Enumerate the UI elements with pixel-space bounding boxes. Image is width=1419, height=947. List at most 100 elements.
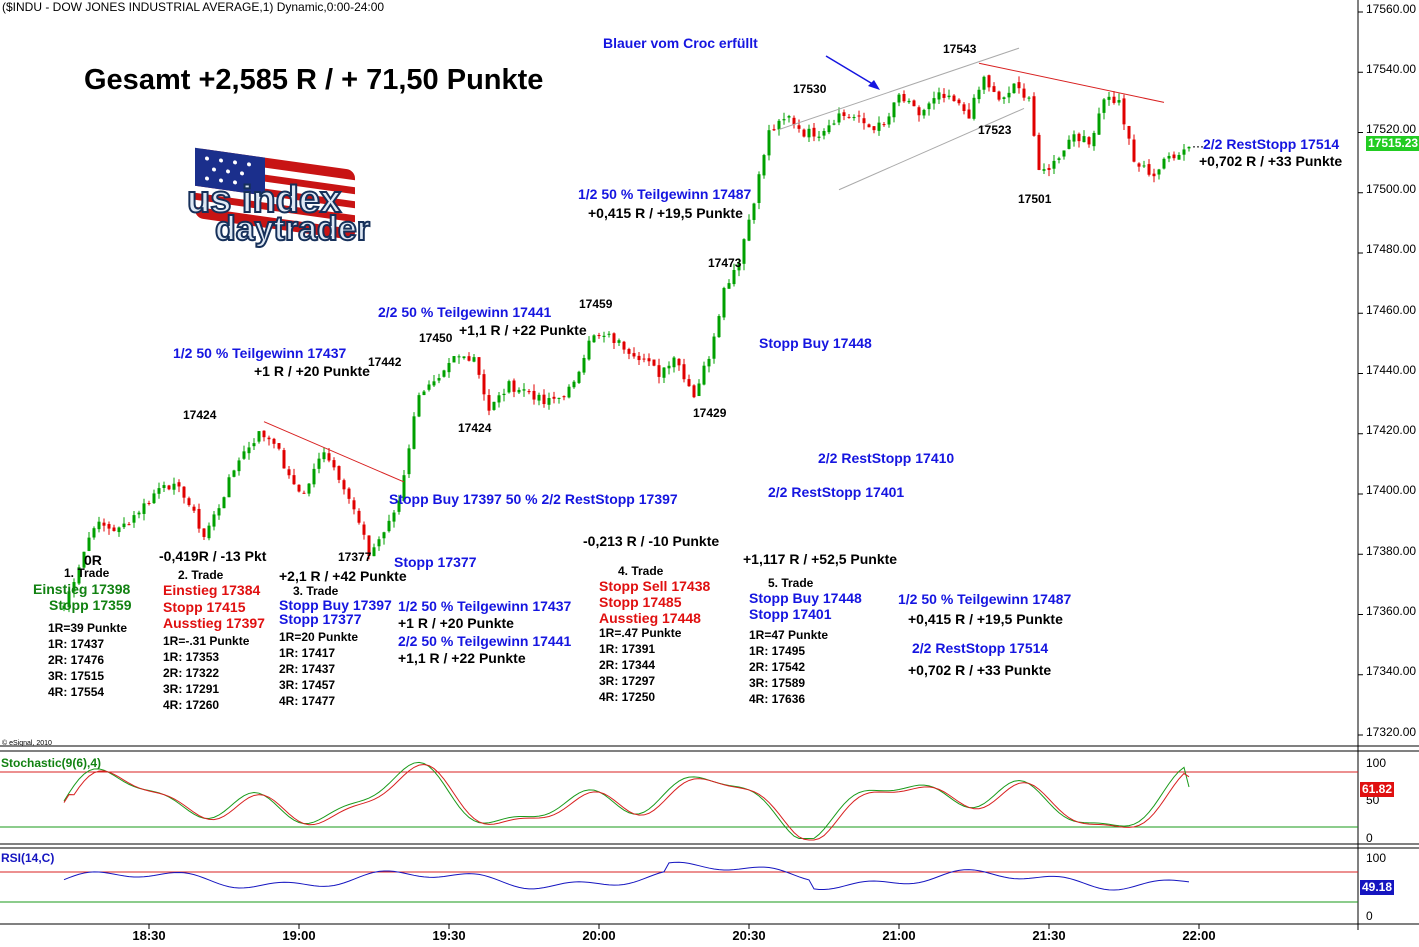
trade4-level: 1R=.47 Punkte	[599, 626, 682, 640]
price-label: 17450	[419, 331, 453, 345]
candle-body	[627, 349, 631, 354]
candle-body	[1102, 99, 1106, 113]
candle-body	[772, 129, 776, 131]
trade2-head: 2. Trade	[178, 568, 224, 582]
candle-body	[882, 124, 886, 126]
rsi-title: RSI(14,C)	[1, 851, 55, 865]
candle-body	[1057, 158, 1061, 160]
candle-body	[127, 524, 131, 526]
x-tick: 20:00	[582, 928, 616, 943]
candle-body	[1117, 100, 1121, 103]
note-t5-result: +0,415 R / +19,5 Punkte	[588, 205, 743, 221]
price-label: 17473	[708, 256, 742, 270]
note-t5-teilgewinn: 1/2 50 % Teilgewinn 17487	[578, 186, 752, 202]
candle-body	[77, 567, 81, 584]
candle-body	[142, 503, 146, 514]
candle-body	[272, 438, 276, 444]
candle-body	[827, 125, 831, 133]
price-label: 17424	[458, 421, 492, 435]
trade2-level: 3R: 17291	[163, 682, 220, 696]
trade3-level: 1R: 17417	[279, 646, 336, 660]
candle-body	[607, 333, 611, 335]
candle-body	[212, 514, 216, 527]
candle-body	[1147, 164, 1151, 175]
candle-body	[297, 484, 301, 492]
candle-body	[777, 120, 781, 130]
candle-body	[307, 483, 311, 494]
candle-body	[537, 394, 541, 401]
candle-body	[1007, 92, 1011, 98]
candle-body	[372, 547, 376, 557]
trade1-head: 1. Trade	[64, 566, 110, 580]
trade5-result: 2/2 RestStopp 17514	[912, 640, 1049, 656]
candle-body	[472, 357, 476, 362]
candle-body	[362, 524, 366, 535]
candle-body	[187, 498, 191, 506]
candle-body	[647, 358, 651, 362]
candle-body	[132, 515, 136, 523]
candle-body	[1112, 96, 1116, 103]
candle-body	[682, 364, 686, 380]
note-result: 0R	[84, 552, 102, 568]
candle-body	[162, 485, 166, 488]
channel-line	[838, 107, 1025, 191]
candle-body	[337, 466, 341, 480]
candle-body	[262, 430, 266, 438]
candle-body	[122, 523, 126, 528]
y-tick: 17520.00	[1366, 122, 1417, 136]
candle-body	[1097, 113, 1101, 135]
candle-body	[982, 76, 986, 90]
candle-body	[797, 125, 801, 129]
candle-body	[1047, 167, 1051, 170]
candle-body	[222, 497, 226, 509]
candle-body	[1167, 155, 1171, 159]
price-label: 17523	[978, 123, 1012, 137]
price-last-tag: 17515.23	[1366, 136, 1419, 151]
candle-body	[557, 397, 561, 399]
logo-line1: us index	[187, 179, 341, 221]
candle-body	[987, 75, 991, 88]
resistance-trendline	[978, 62, 1165, 103]
candle-body	[767, 130, 771, 156]
note-reststopp: 2/2 RestStopp 17410	[818, 450, 955, 466]
candle-body	[862, 118, 866, 124]
candle-body	[1032, 96, 1036, 136]
candle-body	[1127, 126, 1131, 139]
candle-body	[1182, 149, 1186, 155]
candle-body	[967, 109, 971, 119]
trade5-result: +0,415 R / +19,5 Punkte	[908, 611, 1063, 627]
candle-body	[97, 521, 101, 530]
trade5-level: 4R: 17636	[749, 692, 806, 706]
candle-body	[157, 488, 161, 494]
candle-body	[1137, 163, 1141, 167]
candle-body	[412, 416, 416, 449]
candle-body	[147, 502, 151, 504]
candle-body	[177, 482, 181, 487]
candle-body	[317, 458, 321, 469]
candle-body	[402, 475, 406, 502]
trade1-stop: Stopp 17359	[49, 597, 132, 613]
candle-body	[817, 136, 821, 138]
trade2-level: 1R: 17353	[163, 650, 220, 664]
candle-body	[437, 378, 441, 381]
trade1-entry: Einstieg 17398	[33, 581, 131, 597]
candle-body	[897, 94, 901, 103]
candle-body	[532, 390, 536, 400]
candle-body	[657, 365, 661, 377]
candle-body	[347, 488, 351, 499]
candle-body	[192, 506, 196, 511]
candle-body	[977, 89, 981, 100]
candle-body	[972, 97, 976, 119]
trade2-level: 1R=-.31 Punkte	[163, 634, 250, 648]
candle-body	[642, 358, 646, 360]
candle-body	[847, 116, 851, 118]
candle-body	[1067, 139, 1071, 149]
price-label: 17501	[1018, 192, 1052, 206]
candle-body	[1037, 134, 1041, 170]
candle-body	[377, 539, 381, 547]
us-flag-icon: us index daytrader	[186, 147, 371, 249]
candle-body	[202, 528, 206, 537]
candle-body	[452, 356, 456, 363]
stoch-tick: 0	[1366, 831, 1373, 845]
candle-body	[872, 126, 876, 131]
